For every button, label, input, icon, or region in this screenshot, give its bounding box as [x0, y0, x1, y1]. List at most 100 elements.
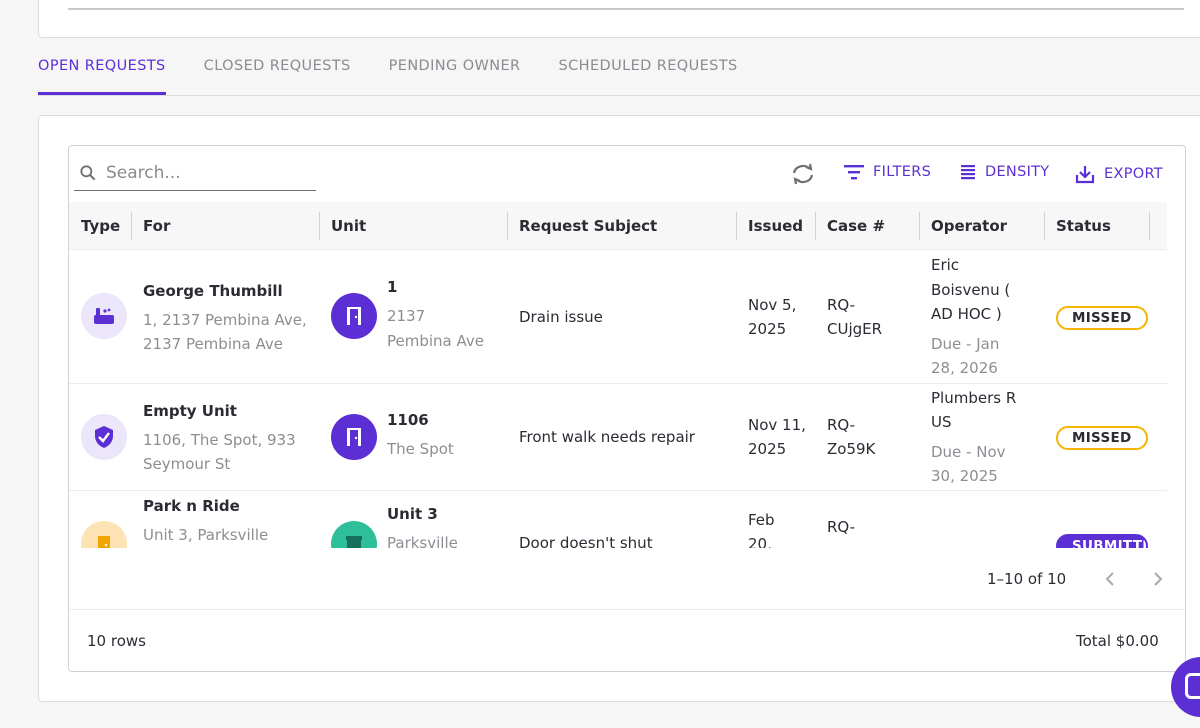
- issued-date: 2025: [748, 320, 787, 338]
- tab-scheduled-requests[interactable]: SCHEDULED REQUESTS: [558, 58, 738, 74]
- requests-grid: FILTERS DENSITY EXPORT Type For Unit Req…: [68, 145, 1186, 672]
- search-input[interactable]: [106, 163, 306, 183]
- table-header: Type For Unit Request Subject Issued Cas…: [69, 202, 1167, 250]
- column-separator[interactable]: [919, 212, 920, 240]
- issued-date: 20,: [748, 535, 772, 548]
- issued-date: Nov 5,: [748, 296, 797, 314]
- column-header-issued[interactable]: Issued: [748, 217, 804, 235]
- request-subject[interactable]: Door doesn't shut: [519, 534, 653, 548]
- type-badge: [81, 414, 127, 460]
- grid-footer: 10 rows Total $0.00: [69, 610, 1185, 671]
- column-separator[interactable]: [319, 212, 320, 240]
- unit-address: The Spot: [387, 440, 454, 458]
- status-badge: SUBMITTED: [1056, 534, 1148, 548]
- due-date: Due - Nov: [931, 443, 1006, 461]
- case-number: Zo59K: [827, 440, 876, 458]
- top-card-divider: [68, 5, 1184, 10]
- search-box: [74, 156, 316, 191]
- case-number: RQ-: [827, 296, 856, 314]
- bathtub-icon: [94, 308, 114, 324]
- chevron-left-icon: [1105, 572, 1114, 586]
- building-icon: [346, 536, 362, 548]
- unit-name[interactable]: 1: [387, 278, 398, 296]
- case-number: CUjgER: [827, 320, 883, 338]
- operator-name: US: [931, 413, 952, 431]
- issued-date: 2025: [748, 440, 787, 458]
- type-badge: [81, 521, 127, 548]
- column-header-for[interactable]: For: [143, 217, 171, 235]
- for-address: Seymour St: [143, 455, 231, 473]
- chat-icon: [1185, 673, 1200, 699]
- top-card: [38, 0, 1200, 38]
- column-header-case[interactable]: Case #: [827, 217, 886, 235]
- unit-name[interactable]: Unit 3: [387, 505, 438, 523]
- pagination: 1–10 of 10: [69, 548, 1185, 610]
- chevron-right-icon: [1154, 572, 1163, 586]
- door-icon: [347, 428, 361, 446]
- case-number: RQ-: [827, 416, 856, 434]
- status-badge: MISSED: [1056, 306, 1148, 330]
- due-date: 30, 2025: [931, 467, 998, 485]
- column-header-status[interactable]: Status: [1056, 217, 1111, 235]
- request-subject[interactable]: Drain issue: [519, 308, 603, 326]
- status-badge: MISSED: [1056, 426, 1148, 450]
- export-button[interactable]: EXPORT: [1074, 163, 1163, 185]
- unit-address: 2137: [387, 307, 426, 325]
- case-number: RQ-: [827, 518, 856, 536]
- for-name[interactable]: Park n Ride: [143, 497, 240, 515]
- column-separator[interactable]: [736, 212, 737, 240]
- for-address: 2137 Pembina Ave: [143, 335, 283, 353]
- total-amount: Total $0.00: [1076, 632, 1159, 650]
- table-body: George Thumbill 1, 2137 Pembina Ave, 213…: [69, 250, 1167, 548]
- tab-pending-owner[interactable]: PENDING OWNER: [388, 58, 521, 74]
- density-label: DENSITY: [985, 164, 1050, 180]
- table-row[interactable]: George Thumbill 1, 2137 Pembina Ave, 213…: [69, 250, 1167, 384]
- column-separator[interactable]: [815, 212, 816, 240]
- filters-button[interactable]: FILTERS: [843, 163, 931, 181]
- column-header-operator[interactable]: Operator: [931, 217, 1008, 235]
- column-header-type[interactable]: Type: [81, 217, 121, 235]
- column-header-unit[interactable]: Unit: [331, 217, 367, 235]
- due-date: 28, 2026: [931, 359, 998, 377]
- unit-avatar: [331, 293, 377, 339]
- unit-name[interactable]: 1106: [387, 411, 429, 429]
- request-tabs: OPEN REQUESTS CLOSED REQUESTS PENDING OW…: [38, 48, 1200, 96]
- operator-name: Plumbers R: [931, 389, 1017, 407]
- for-address: 1106, The Spot, 933: [143, 431, 296, 449]
- column-separator[interactable]: [131, 212, 132, 240]
- operator-name: Boisvenu (: [931, 281, 1011, 299]
- table-row[interactable]: Park n Ride Unit 3, Parksville Unit 3 Pa…: [69, 491, 1167, 548]
- unit-address: Parksville: [387, 534, 458, 548]
- door-icon: [347, 307, 361, 325]
- tab-open-requests[interactable]: OPEN REQUESTS: [38, 48, 166, 95]
- density-button[interactable]: DENSITY: [959, 163, 1049, 181]
- grid-toolbar: FILTERS DENSITY EXPORT: [69, 146, 1185, 202]
- for-name[interactable]: Empty Unit: [143, 402, 237, 420]
- density-icon: [961, 165, 975, 180]
- filter-icon: [844, 165, 864, 180]
- issued-date: Nov 11,: [748, 416, 806, 434]
- column-header-request-subject[interactable]: Request Subject: [519, 217, 658, 235]
- for-name[interactable]: George Thumbill: [143, 282, 283, 300]
- request-subject[interactable]: Front walk needs repair: [519, 428, 695, 446]
- row-count: 10 rows: [87, 632, 146, 650]
- next-page-button[interactable]: [1150, 570, 1166, 592]
- type-badge: [81, 293, 127, 339]
- column-separator[interactable]: [1044, 212, 1045, 240]
- filters-label: FILTERS: [873, 164, 932, 180]
- pagination-range: 1–10 of 10: [987, 570, 1067, 588]
- tab-closed-requests[interactable]: CLOSED REQUESTS: [203, 58, 351, 74]
- previous-page-button[interactable]: [1102, 570, 1118, 592]
- table-row[interactable]: Empty Unit 1106, The Spot, 933 Seymour S…: [69, 384, 1167, 491]
- shield-check-icon: [95, 426, 113, 448]
- refresh-button[interactable]: [789, 162, 817, 190]
- for-address: 1, 2137 Pembina Ave,: [143, 311, 307, 329]
- column-separator[interactable]: [507, 212, 508, 240]
- search-icon: [80, 165, 96, 181]
- refresh-icon: [792, 163, 814, 185]
- unit-avatar: [331, 521, 377, 548]
- unit-address: Pembina Ave: [387, 332, 484, 350]
- door-icon: [98, 536, 110, 548]
- column-separator[interactable]: [1149, 212, 1150, 240]
- download-icon: [1075, 166, 1095, 184]
